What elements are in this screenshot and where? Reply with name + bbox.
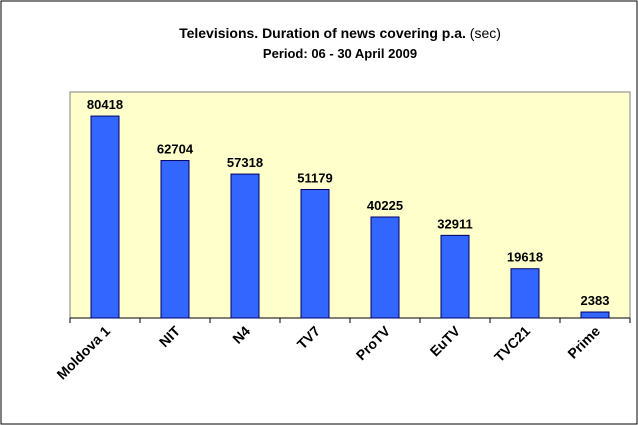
bar (510, 268, 540, 319)
bar (580, 311, 610, 319)
plot-area (69, 91, 631, 319)
data-label: 51179 (297, 170, 332, 185)
data-label: 57318 (227, 155, 263, 170)
data-label: 62704 (157, 142, 194, 157)
data-label: 19618 (507, 250, 543, 265)
title-text: Televisions. Duration of news covering p… (179, 25, 466, 41)
data-label: 40225 (367, 198, 403, 213)
bar (230, 173, 260, 319)
bar (440, 234, 470, 319)
data-label: 32911 (437, 216, 472, 231)
bar (370, 216, 400, 319)
chart-subtitle: Period: 06 - 30 April 2009 (263, 46, 417, 61)
data-label: 2383 (581, 293, 610, 308)
title-unit: (sec) (470, 25, 501, 41)
bar (300, 188, 330, 319)
chart-title: Televisions. Duration of news covering p… (179, 25, 501, 41)
bar (160, 160, 190, 319)
data-label: 80418 (87, 97, 123, 112)
bar (90, 115, 120, 319)
